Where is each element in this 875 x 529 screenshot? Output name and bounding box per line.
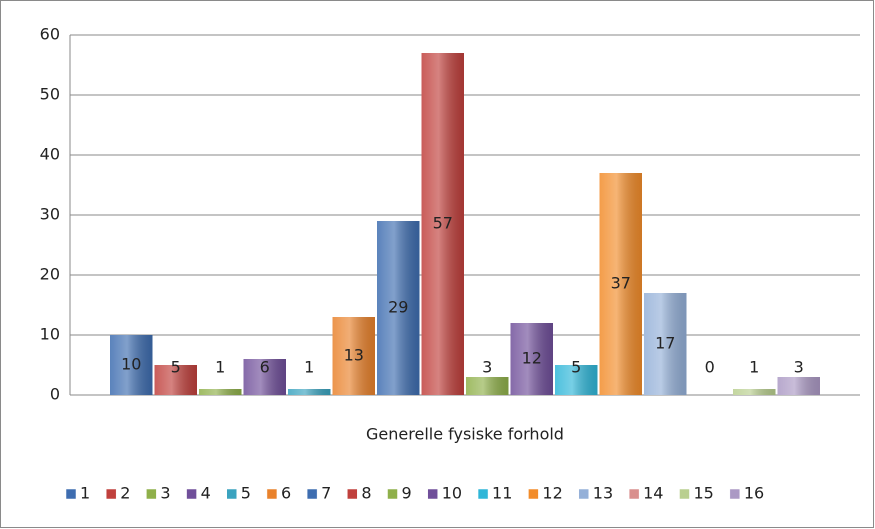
legend-label: 5: [241, 484, 251, 503]
bar-shine: [288, 389, 331, 395]
legend-swatch: [146, 488, 157, 500]
legend-label: 1: [80, 484, 90, 503]
data-label: 6: [260, 358, 270, 377]
bar-shine: [154, 365, 197, 395]
legend-swatch: [477, 488, 489, 500]
legend-label: 9: [402, 484, 412, 503]
legend-swatch: [427, 488, 438, 500]
bar-shine: [599, 173, 642, 395]
legend-swatch: [226, 488, 237, 500]
legend-swatch: [306, 488, 318, 500]
data-label: 1: [749, 358, 759, 377]
bar-shine: [421, 53, 464, 395]
legend-swatch: [105, 488, 117, 500]
bar-shine: [555, 365, 598, 395]
y-tick-label: 60: [40, 25, 60, 44]
x-tick-label: Generelle fysiske forhold: [366, 425, 564, 444]
data-label: 13: [344, 346, 364, 365]
y-tick-label: 40: [40, 145, 60, 164]
legend-label: 4: [201, 484, 211, 503]
y-tick-label: 30: [40, 205, 60, 224]
data-label: 12: [522, 349, 542, 368]
bar-shine: [199, 389, 242, 395]
legend-label: 2: [120, 484, 130, 503]
data-label: 3: [482, 358, 492, 377]
bar-shine: [466, 377, 509, 395]
legend-swatch: [65, 488, 77, 500]
data-label: 3: [794, 358, 804, 377]
y-tick-label: 0: [50, 385, 60, 404]
data-label: 10: [121, 355, 141, 374]
legend-swatch: [186, 488, 197, 500]
legend-swatch: [679, 488, 690, 500]
data-label: 1: [304, 358, 314, 377]
bar-shine: [243, 359, 286, 395]
data-label: 5: [171, 358, 181, 377]
legend-label: 14: [643, 484, 663, 503]
legend-swatch: [387, 488, 398, 500]
legend-label: 16: [744, 484, 764, 503]
bar-shine: [510, 323, 553, 395]
legend-label: 13: [593, 484, 613, 503]
legend-label: 8: [361, 484, 371, 503]
y-tick-label: 20: [40, 265, 60, 284]
legend-label: 10: [442, 484, 462, 503]
legend-label: 12: [542, 484, 562, 503]
legend-swatch: [729, 488, 741, 500]
legend-swatch: [347, 488, 358, 500]
bar-shine: [332, 317, 375, 395]
data-label: 37: [611, 274, 631, 293]
bar-shine: [644, 293, 687, 395]
y-tick-label: 10: [40, 325, 60, 344]
legend-swatch: [628, 488, 640, 500]
data-label: 57: [433, 214, 453, 233]
legend-label: 6: [281, 484, 291, 503]
data-label: 1: [215, 358, 225, 377]
data-label: 17: [655, 334, 675, 353]
legend-label: 11: [492, 484, 512, 503]
bar-shine: [733, 389, 776, 395]
legend-label: 15: [693, 484, 713, 503]
bar-shine: [377, 221, 420, 395]
data-label: 0: [705, 358, 715, 377]
y-tick-label: 50: [40, 85, 60, 104]
legend-swatch: [578, 488, 590, 500]
legend-label: 7: [321, 484, 331, 503]
data-label: 5: [571, 358, 581, 377]
legend-swatch: [266, 488, 278, 500]
data-label: 29: [388, 298, 408, 317]
bar-shine: [110, 335, 153, 395]
bar-shine: [777, 377, 820, 395]
legend-swatch: [528, 488, 539, 500]
legend-label: 3: [160, 484, 170, 503]
